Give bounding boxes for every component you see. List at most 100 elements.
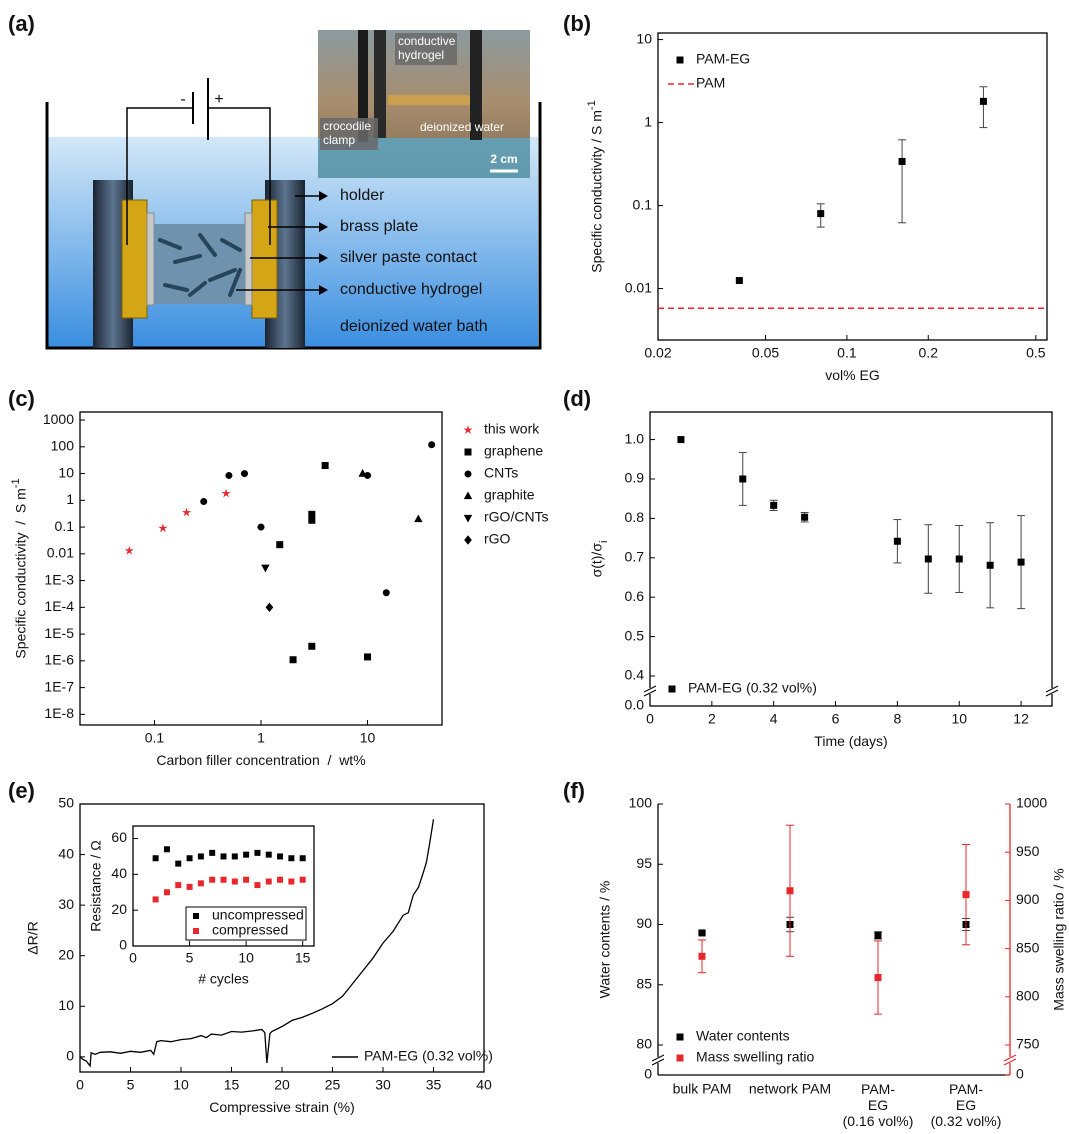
y-axis-label: Resistance / Ω — [88, 840, 104, 931]
legend-marker — [464, 470, 472, 478]
photo-label: deionized water — [420, 120, 504, 134]
panel-label: (e) — [8, 778, 35, 803]
y-tick-label: 60 — [111, 829, 127, 845]
data-point — [786, 887, 794, 895]
x-tick-label: 1 — [257, 730, 265, 746]
data-point — [924, 555, 932, 563]
data-point — [770, 501, 778, 509]
data-point — [299, 855, 306, 862]
chart-panel: (f)08085909510007508008509009501000bulk … — [563, 778, 1067, 1129]
y2-tick-label: 750 — [1016, 1036, 1040, 1052]
x-axis-label: # cycles — [198, 971, 249, 987]
data-point — [735, 277, 743, 285]
legend-label: graphene — [484, 443, 543, 459]
x-axis-label: vol% EG — [825, 367, 879, 383]
x-tick-label: 8 — [893, 711, 901, 727]
y-tick-label: 100 — [51, 438, 75, 454]
y2-tick-label: 1000 — [1016, 795, 1047, 811]
y-tick-label: 90 — [636, 915, 652, 931]
y-tick-label: 0.1 — [55, 518, 75, 534]
chart-panel: (b) 0.01 0.1 1 10 0.02 0.05 0.1 0.2 0.5 vol% EG Spe… — [563, 11, 1048, 383]
x-tick-label: 12 — [1013, 711, 1029, 727]
plot-frame — [649, 411, 1053, 707]
y-axis-label-sup: -1 — [10, 478, 22, 488]
y-tick-label: 1E-4 — [44, 598, 74, 614]
callout-label: holder — [340, 187, 385, 204]
x-axis-label: Carbon filler concentration / wt% — [156, 752, 365, 768]
data-point — [382, 589, 390, 597]
data-point — [175, 882, 182, 889]
y-tick-label: 40 — [58, 845, 74, 861]
y-tick-label: 50 — [58, 795, 74, 811]
legend-label: compressed — [212, 922, 288, 938]
wire-right — [208, 107, 271, 245]
legend-label: PAM-EG — [696, 51, 750, 67]
text-line: crocodile — [323, 119, 371, 133]
x-tick-label: 5 — [127, 1077, 135, 1093]
data-point — [254, 882, 261, 889]
x-tick-label: 25 — [325, 1077, 341, 1093]
axis-break — [651, 1058, 665, 1066]
silver-paste-right — [244, 212, 253, 306]
photo-hydrogel — [388, 95, 470, 105]
axis-break — [643, 685, 657, 693]
legend-label: PAM — [696, 75, 725, 91]
legend-marker — [676, 1033, 684, 1041]
data-point — [158, 523, 168, 533]
y-tick-label: 1 — [66, 491, 74, 507]
y2-tick-label: 800 — [1016, 988, 1040, 1004]
data-point — [288, 855, 295, 862]
chart-panel: (d) 0.0 0.4 0.5 0.6 0.7 0.8 0.9 1.0 0 2 4 6 8 10 12 Time… — [563, 386, 1059, 749]
data-point — [261, 564, 270, 573]
axis-break — [1003, 1054, 1017, 1062]
x-tick-label: 0.05 — [752, 345, 779, 361]
x-tick-label: 0.02 — [644, 345, 671, 361]
y-tick-label: 0.1 — [633, 196, 653, 212]
data-point — [265, 851, 272, 858]
arrow-head — [319, 253, 328, 263]
plot-frame — [657, 32, 1048, 341]
text-line: EG — [868, 1097, 888, 1113]
data-point — [243, 876, 250, 883]
y-tick-label: 1 — [644, 113, 652, 129]
legend-label: PAM-EG (0.32 vol%) — [688, 680, 817, 696]
x-tick-label: 0.2 — [919, 345, 939, 361]
text-line: PAM- — [949, 1081, 983, 1097]
data-point — [152, 896, 159, 903]
y-tick-label: 10 — [636, 30, 652, 46]
y-tick-label: 0 — [644, 1066, 652, 1082]
axis-break-gap — [1046, 688, 1058, 694]
y-tick-label: 1E-3 — [44, 571, 74, 587]
plot-frame — [132, 825, 315, 947]
battery-plus: + — [214, 91, 223, 108]
text-line: PAM- — [861, 1081, 895, 1097]
text-line: conductive — [398, 34, 456, 48]
x-tick-label: 0.5 — [1026, 345, 1046, 361]
y-tick-label: 80 — [636, 1036, 652, 1052]
axis-break-gap — [644, 688, 656, 694]
data-point — [209, 849, 216, 856]
data-point — [874, 931, 882, 939]
legend-label: rGO/CNTs — [484, 509, 549, 525]
y-tick-label: 0.01 — [47, 545, 74, 561]
legend-marker — [463, 491, 473, 500]
y2-tick-label: 850 — [1016, 939, 1040, 955]
y-tick-label: 1E-5 — [44, 625, 74, 641]
y-axis-label-sub: i — [598, 541, 610, 543]
legend-frame — [185, 906, 307, 941]
text-line: hydrogel — [398, 48, 444, 62]
legend-label: PAM-EG (0.32 vol%) — [364, 1048, 493, 1064]
y-axis-label: ΔR/R — [25, 921, 41, 954]
x-tick-label: 6 — [832, 711, 840, 727]
data-point — [364, 471, 372, 479]
callout-arrows — [236, 195, 320, 291]
text-line: clamp — [323, 133, 355, 147]
x-tick-label: 2 — [708, 711, 716, 727]
x-tick-label: 4 — [770, 711, 778, 727]
data-point — [220, 853, 227, 860]
y2-axis-label: Mass swelling ratio / % — [1051, 868, 1067, 1010]
data-point — [163, 846, 170, 853]
x-tick-label: PAM-EG (0.32 vol%) — [931, 1081, 1002, 1129]
chart-panel: 0 20 40 60 0 5 10 15 # cycles Resistance / Ω uncom… — [88, 825, 315, 987]
data-point — [1017, 558, 1025, 566]
